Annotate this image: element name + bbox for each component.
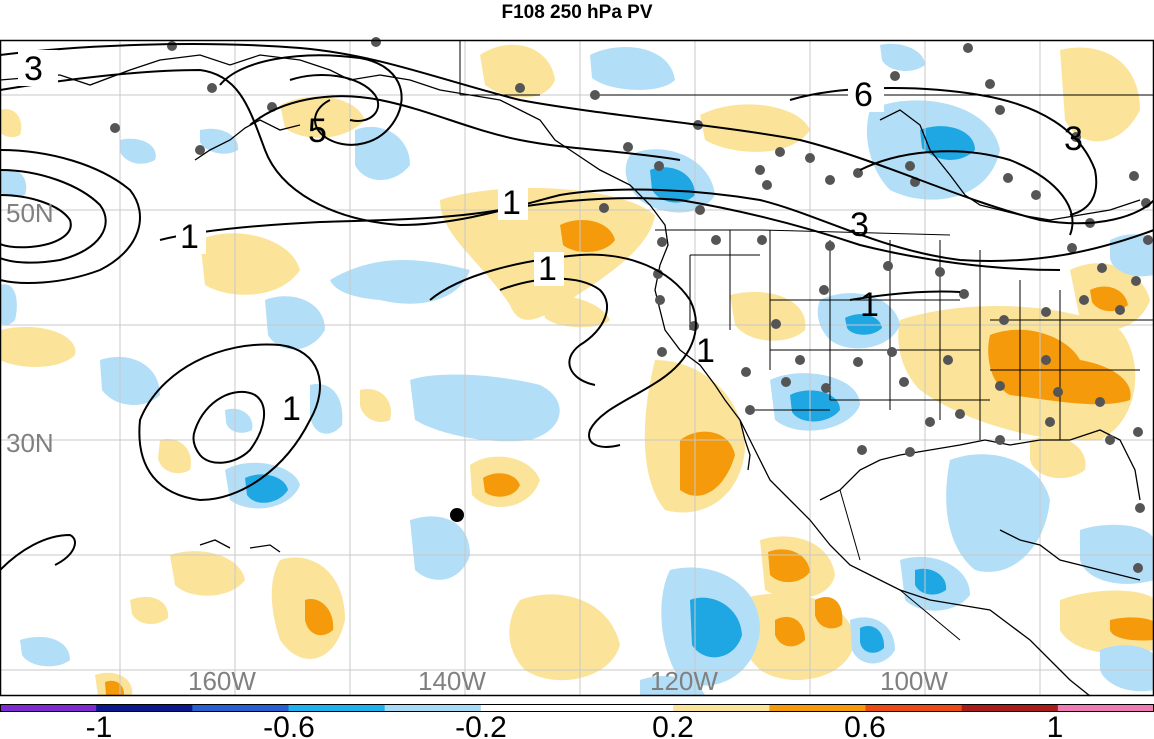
colorbar-segment [769,704,866,712]
lon-label-160w: 160W [188,666,256,696]
colorbar-segment [192,704,289,712]
coastlines [0,54,1141,697]
station-dots [110,37,1153,573]
colorbar-segment [384,704,482,712]
highlight-point [450,508,464,522]
map-title: F108 250 hPa PV [501,2,653,23]
lon-label-140w: 140W [418,666,486,696]
contour-label-1-b: 1 [502,184,521,222]
colorbar-segment [577,704,674,712]
contour-label-1-c: 1 [538,250,557,288]
colorbar-segment [480,704,578,712]
colorbar-segment [288,704,386,712]
contour-label-3-east: 3 [1064,120,1083,158]
contour-label-1-f: 1 [696,332,715,370]
colorbar-label-1: 1 [1047,711,1064,739]
colorbar-label-neg02: -0.2 [455,711,507,739]
pv-map: 3 5 1 1 1 1 6 3 3 1 1 50N 30N 160W 140W … [0,37,1154,697]
lat-label-30n: 30N [6,428,54,458]
colorbar-label-neg1: -1 [86,711,113,739]
colorbar: -1 -0.6 -0.2 0.2 0.6 1 [0,704,1154,739]
colorbar-segment [0,704,97,712]
contour-labels: 3 5 1 1 1 1 6 3 3 1 1 [18,50,1083,428]
colorbar-segment [865,704,963,712]
colorbar-segment [961,704,1059,712]
contour-label-6: 6 [854,76,873,114]
colorbar-label-02: 0.2 [652,711,694,739]
contour-label-1-d: 1 [282,390,301,428]
contour-label-3-left: 3 [24,50,43,88]
colorbar-segments [0,704,1154,712]
anomaly-fill-positive [0,44,1154,696]
colorbar-segment [1057,704,1154,712]
anomaly-fill-negative [0,43,1154,696]
contour-label-1-e: 1 [860,286,879,324]
lon-label-100w: 100W [880,666,948,696]
colorbar-label-06: 0.6 [844,711,886,739]
colorbar-segment [96,704,193,712]
contour-label-3-mid: 3 [850,206,869,244]
colorbar-label-neg06: -0.6 [263,711,315,739]
lon-label-120w: 120W [650,666,718,696]
lat-label-50n: 50N [6,198,54,228]
contour-label-5: 5 [308,112,327,150]
colorbar-segment [673,704,770,712]
contour-label-1-a: 1 [180,218,199,256]
